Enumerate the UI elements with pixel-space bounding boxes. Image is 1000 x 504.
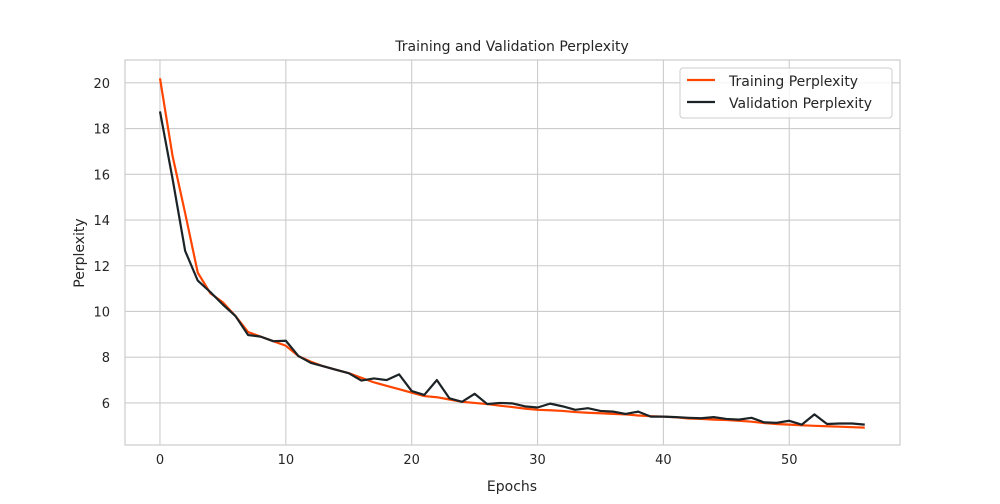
training-perplexity-line [158, 78, 865, 429]
y-tick-label: 12 [93, 260, 110, 275]
y-axis-label: Perplexity [72, 218, 88, 287]
validation-perplexity-line [158, 111, 865, 426]
x-axis-label: Epochs [487, 479, 537, 495]
y-tick-label: 8 [102, 351, 110, 366]
y-tick-label: 18 [93, 123, 110, 138]
x-tick-label: 0 [156, 453, 164, 468]
legend-label-training: Training Perplexity [728, 74, 858, 90]
series-lines [158, 78, 865, 429]
y-tick-label: 16 [93, 168, 110, 183]
chart-title: Training and Validation Perplexity [394, 39, 628, 55]
x-tick-label: 40 [655, 453, 672, 468]
legend: Training Perplexity Validation Perplexit… [679, 67, 893, 119]
legend-box [679, 67, 893, 119]
y-tick-label: 6 [102, 397, 110, 412]
tick-labels: 0 10 20 30 40 50 6 8 10 12 14 16 18 20 [93, 77, 797, 468]
plot-frame [124, 59, 901, 446]
y-tick-label: 10 [93, 305, 110, 320]
x-tick-label: 20 [403, 453, 420, 468]
x-tick-label: 50 [781, 453, 798, 468]
y-tick-label: 20 [93, 77, 110, 92]
x-tick-label: 10 [278, 453, 295, 468]
x-tick-label: 30 [529, 453, 546, 468]
legend-label-validation: Validation Perplexity [729, 96, 872, 112]
y-tick-label: 14 [93, 214, 110, 229]
